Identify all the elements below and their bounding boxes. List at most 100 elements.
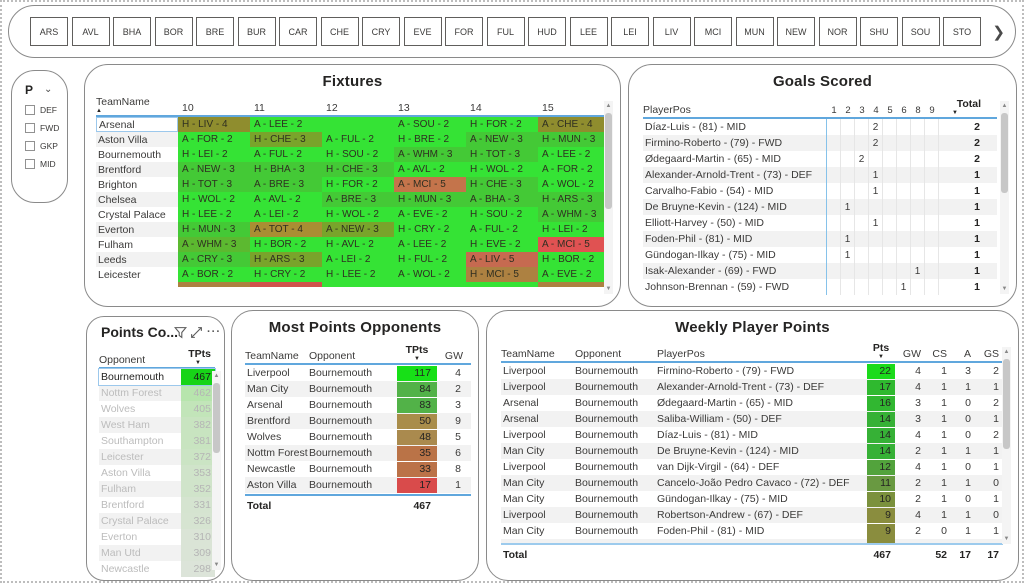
fixture-cell[interactable] [322,117,394,132]
goals-player-name[interactable]: Alexander-Arnold-Trent - (73) - DEF [643,167,827,183]
weekly-points-row[interactable]: Man City Bournemouth Cancelo-João Pedro Ca… [501,475,1003,491]
points-conceded-row[interactable]: Wolves 405 [99,401,215,417]
weekly-points-row[interactable]: Man City Bournemouth Gündogan-Ilkay - (75)… [501,491,1003,507]
fixture-cell[interactable]: H - FOR - 2 [466,117,538,132]
points-conceded-row[interactable]: Aston Villa 353 [99,465,215,481]
mp-header-opponent[interactable]: Opponent [309,350,356,362]
weekly-points-row[interactable]: Liverpool Bournemouth Díaz-Luis - (81) - M… [501,427,1003,443]
most-points-row[interactable]: Liverpool Bournemouth 117 4 [245,365,471,381]
fixture-cell[interactable]: A - EVE - 2 [394,207,466,222]
wp-header-gw[interactable]: GW [895,339,925,361]
goals-player-name[interactable]: Firmino-Roberto - (79) - FWD [643,135,827,151]
fixtures-team-name[interactable]: Arsenal [96,117,178,132]
fixture-cell[interactable]: H - BOR - 2 [250,237,322,252]
team-button-lee[interactable]: LEE [569,17,608,46]
wp-header-a[interactable]: A [951,339,975,361]
fixture-cell[interactable]: A - FOR - 2 [178,132,250,147]
fixture-cell[interactable]: H - MUN - 3 [538,132,610,147]
fixture-cell[interactable]: H - LEI - 2 [178,147,250,162]
wp-header-playerpos[interactable]: PlayerPos [657,348,705,360]
fixture-cell[interactable]: H - CRY - 2 [250,267,322,282]
fixture-cell[interactable]: H - LIV - 4 [178,117,250,132]
points-conceded-scrollbar[interactable]: ▲ ▼ [212,371,221,570]
fixtures-team-name[interactable]: Brighton [96,177,178,192]
goals-header-total[interactable]: Total ▼ [939,93,983,117]
goals-header-gw-6[interactable]: 6 [897,93,911,117]
fixture-cell[interactable]: H - MUN - 3 [394,192,466,207]
fixture-cell[interactable]: H - TOT - 3 [466,147,538,162]
fixture-cell[interactable]: A - FUL - 2 [322,132,394,147]
more-options-icon[interactable]: ··· [207,326,221,338]
goals-header-gw-1[interactable]: 1 [827,93,841,117]
fixture-cell[interactable]: A - NEW - 3 [322,222,394,237]
chevron-down-icon[interactable]: ⌄ [44,84,53,95]
checkbox-icon[interactable] [25,159,35,169]
points-conceded-row[interactable]: Nottm Forest 462 [99,385,215,401]
most-points-row[interactable]: Aston Villa Bournemouth 17 1 [245,477,471,493]
fixture-cell[interactable]: A - NEW - 3 [178,162,250,177]
team-button-sto[interactable]: STO [943,17,981,46]
weekly-points-row[interactable]: Man City Bournemouth Foden-Phil - (81) - M… [501,523,1003,539]
wp-header-cs[interactable]: CS [925,339,951,361]
fixture-cell[interactable]: H - LEE - 2 [322,267,394,282]
fixture-cell[interactable]: H - CHE - 3 [250,132,322,147]
goals-player-name[interactable]: Isak-Alexander - (69) - FWD [643,263,827,279]
goals-header-gw-9[interactable]: 9 [925,93,939,117]
fixture-cell[interactable]: H - WOL - 2 [178,192,250,207]
wp-header-teamname[interactable]: TeamName [501,348,555,360]
fixtures-header-gw-15[interactable]: 15 [538,93,610,115]
team-button-ars[interactable]: ARS [30,17,68,46]
pc-opponent-name[interactable]: Newcastle [101,563,150,575]
team-button-avl[interactable]: AVL [71,17,110,46]
team-button-car[interactable]: CAR [279,17,317,46]
position-option-def[interactable]: DEF [25,105,67,115]
fixtures-team-name[interactable]: Crystal Palace [96,207,178,222]
fixture-cell[interactable]: A - AVL - 2 [394,162,466,177]
points-conceded-row[interactable]: Leicester 372 [99,449,215,465]
pc-header-opponent[interactable]: Opponent [99,354,146,366]
goals-header-gw-2[interactable]: 2 [841,93,855,117]
fixture-cell[interactable]: A - CHE - 4 [538,117,610,132]
team-button-mun[interactable]: MUN [735,17,774,46]
points-conceded-row[interactable]: West Ham 382 [99,417,215,433]
fixture-cell[interactable]: H - FOR - 2 [322,177,394,192]
team-button-ful[interactable]: FUL [486,17,525,46]
fixture-cell[interactable]: H - MCI - 5 [466,267,538,282]
team-button-eve[interactable]: EVE [403,17,442,46]
fixture-cell[interactable]: H - SOU - 2 [466,207,538,222]
fixture-cell[interactable]: A - LEI - 2 [322,252,394,267]
mp-header-gw[interactable]: GW [444,350,463,362]
fixtures-header-gw-12[interactable]: 12 [322,93,394,115]
fixtures-header-gw-13[interactable]: 13 [394,93,466,115]
fixture-cell[interactable]: A - FOR - 2 [538,162,610,177]
team-button-for[interactable]: FOR [445,17,483,46]
points-conceded-row[interactable]: Southampton 381 [99,433,215,449]
fixtures-team-name[interactable]: Everton [96,222,178,237]
fixtures-team-name[interactable]: Brentford [96,162,178,177]
checkbox-icon[interactable] [25,105,35,115]
team-button-liv[interactable]: LIV [652,17,691,46]
pc-opponent-name[interactable]: Brentford [101,499,145,511]
fixture-cell[interactable]: H - ARS - 3 [250,252,322,267]
fixtures-team-name[interactable]: Leicester [96,267,178,282]
fixtures-team-name[interactable]: Fulham [96,237,178,252]
goals-scored-scrollbar[interactable]: ▲ ▼ [1000,101,1009,294]
pc-opponent-name[interactable]: Nottm Forest [101,387,162,399]
fixture-cell[interactable]: A - MCI - 5 [538,237,610,252]
fixture-cell[interactable]: A - BOR - 2 [178,267,250,282]
goals-header-playerpos[interactable]: PlayerPos [643,104,691,116]
wp-header-opponent[interactable]: Opponent [575,348,622,360]
fixture-cell[interactable]: A - LEE - 2 [538,147,610,162]
fixtures-team-name[interactable]: Chelsea [96,192,178,207]
pc-opponent-name[interactable]: Aston Villa [101,467,151,479]
position-option-gkp[interactable]: GKP [25,141,67,151]
goals-player-name[interactable]: Ødegaard-Martin - (65) - MID [643,151,827,167]
weekly-points-row[interactable]: Arsenal Bournemouth Ødegaard-Martin - (65)… [501,395,1003,411]
points-conceded-row[interactable]: Fulham 352 [99,481,215,497]
weekly-points-row[interactable]: Liverpool Bournemouth Alexander-Arnold-Tre… [501,379,1003,395]
fixture-cell[interactable]: A - SOU - 2 [394,117,466,132]
weekly-points-row[interactable]: Liverpool Bournemouth Robertson-Andrew - (… [501,507,1003,523]
fixture-cell[interactable]: A - NEW - 3 [466,132,538,147]
most-points-row[interactable]: Arsenal Bournemouth 83 3 [245,397,471,413]
team-button-bor[interactable]: BOR [154,17,193,46]
